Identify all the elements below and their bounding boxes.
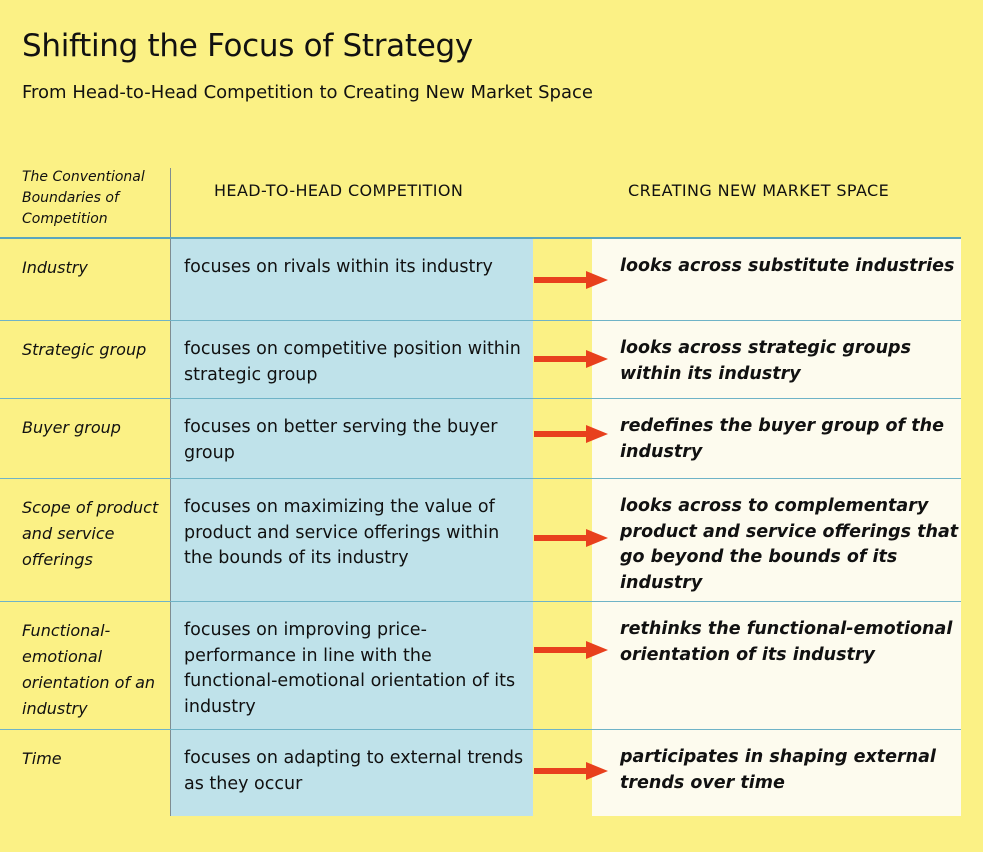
head-to-head-column-background [171,238,533,816]
row-head-to-head: focuses on improving price-performance i… [184,620,516,717]
row-new-market-space: participates in shaping external trends … [620,747,936,793]
row-new-market-space: redefines the buyer group of the industr… [620,416,944,462]
column-divider [170,168,171,816]
row-rule [0,320,961,321]
page-title: Shifting the Focus of Strategy [22,28,473,64]
header-dimension: The Conventional Boundaries of Competiti… [22,169,145,227]
right-arrow-icon [534,350,608,368]
row-rule [0,729,961,730]
right-arrow-icon [534,529,608,547]
table-row: Buyer group focuses on better serving th… [0,399,961,478]
row-new-market-space: looks across strategic groups within its… [620,338,911,384]
header-new-market-space: CREATING NEW MARKET SPACE [628,181,890,200]
row-head-to-head: focuses on competitive position within s… [184,339,521,385]
row-new-market-space: rethinks the functional-emotional orient… [620,619,953,665]
table-row: Time focuses on adapting to external tre… [0,730,961,816]
row-head-to-head: focuses on maximizing the value of produ… [184,497,500,568]
table-row: Functional-emotional orientation of an i… [0,602,961,729]
row-head-to-head: focuses on adapting to external trends a… [184,748,524,794]
right-arrow-icon [534,271,608,289]
table-row: Scope of product and service offerings f… [0,479,961,601]
row-dimension: Time [22,749,62,768]
table-row: Strategic group focuses on competitive p… [0,321,961,398]
row-dimension: Strategic group [22,340,147,359]
row-dimension: Scope of product and service offerings [22,498,159,569]
right-arrow-icon [534,641,608,659]
row-head-to-head: focuses on better serving the buyer grou… [184,417,498,463]
row-rule [0,398,961,399]
new-market-column-background [592,238,961,816]
row-rule [0,601,961,602]
right-arrow-icon [534,425,608,443]
row-new-market-space: looks across substitute industries [620,256,955,276]
page-subtitle: From Head-to-Head Competition to Creatin… [22,82,593,103]
row-head-to-head: focuses on rivals within its industry [184,257,493,277]
row-rule [0,478,961,479]
table-row: Industry focuses on rivals within its in… [0,239,961,320]
header-head-to-head: HEAD-TO-HEAD COMPETITION [214,181,464,200]
right-arrow-icon [534,762,608,780]
row-dimension: Industry [22,258,88,277]
row-dimension: Functional-emotional orientation of an i… [22,621,156,718]
row-new-market-space: looks across to complementary product an… [620,496,959,593]
header-rule [0,237,961,239]
row-dimension: Buyer group [22,418,121,437]
